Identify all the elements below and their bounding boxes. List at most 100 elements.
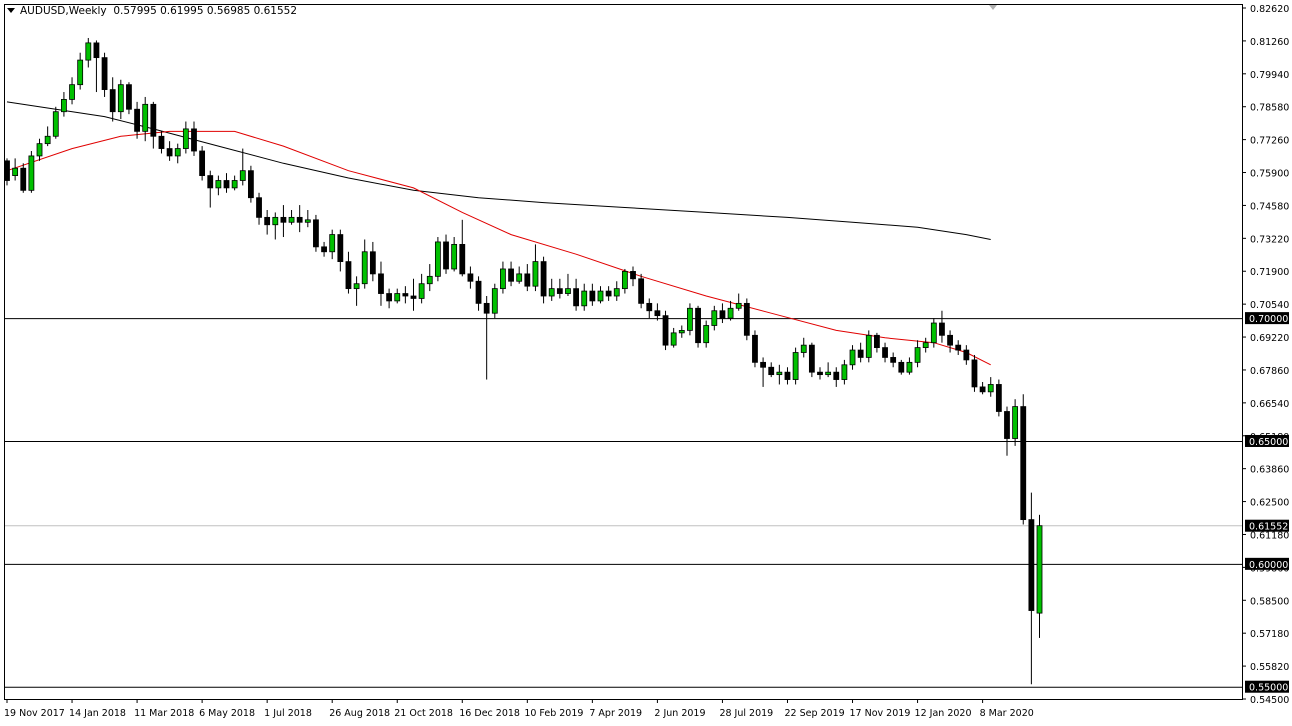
bull-candle-body bbox=[906, 361, 913, 373]
time-tick-label: 2 Jun 2019 bbox=[654, 708, 705, 719]
bull-candle-body bbox=[142, 103, 149, 132]
candle bbox=[833, 367, 840, 387]
candle bbox=[532, 244, 539, 292]
candle bbox=[467, 266, 474, 289]
scroll-marker-icon[interactable] bbox=[989, 5, 997, 10]
candle bbox=[678, 325, 685, 338]
bull-candle-body bbox=[500, 268, 506, 290]
time-tick-label: 14 Jan 2018 bbox=[69, 708, 126, 719]
bear-candle-body bbox=[1028, 519, 1035, 611]
candle bbox=[500, 261, 506, 294]
candle bbox=[865, 330, 872, 363]
bear-candle-body bbox=[638, 278, 645, 304]
price-tick-label: 0.73220 bbox=[1250, 234, 1289, 245]
time-tick-label: 7 Apr 2019 bbox=[589, 708, 642, 719]
candle bbox=[1004, 406, 1010, 456]
candle bbox=[321, 241, 327, 257]
candle bbox=[475, 276, 482, 311]
candle bbox=[695, 305, 701, 348]
level-price-label: 0.70000 bbox=[1249, 314, 1288, 325]
candle bbox=[386, 288, 393, 309]
bull-candle-body bbox=[800, 344, 807, 353]
bull-candle-body bbox=[182, 128, 189, 149]
level-price-label: 0.55000 bbox=[1249, 683, 1288, 694]
candle bbox=[882, 342, 888, 363]
bull-candle-body bbox=[914, 347, 921, 363]
candle bbox=[223, 173, 230, 193]
bear-candle-body bbox=[386, 293, 393, 302]
bear-candle-body bbox=[369, 251, 376, 275]
bear-candle-body bbox=[833, 371, 840, 380]
price-tick-label: 0.58500 bbox=[1250, 596, 1289, 607]
bear-candle-body bbox=[296, 216, 303, 223]
bear-candle-body bbox=[134, 108, 140, 132]
bull-candle-body bbox=[272, 216, 279, 226]
bull-candle-body bbox=[621, 271, 628, 290]
bull-candle-body bbox=[85, 42, 92, 61]
bear-candle-body bbox=[817, 371, 823, 376]
bull-candle-body bbox=[532, 261, 539, 287]
candle bbox=[589, 283, 596, 306]
bull-candle-body bbox=[44, 135, 51, 145]
candle bbox=[182, 121, 189, 154]
bull-candle-body bbox=[670, 332, 677, 346]
candle bbox=[874, 332, 880, 353]
candle bbox=[760, 357, 766, 387]
candle bbox=[69, 77, 75, 105]
candle bbox=[922, 337, 929, 353]
bull-candle-body bbox=[565, 288, 571, 294]
candle bbox=[304, 209, 311, 228]
candle bbox=[61, 92, 67, 117]
time-tick-label: 8 Mar 2020 bbox=[980, 708, 1034, 719]
bull-candle-body bbox=[849, 349, 856, 366]
price-tick-label: 0.78580 bbox=[1250, 103, 1289, 114]
time-tick-label: 21 Oct 2018 bbox=[394, 708, 453, 719]
bull-candle-body bbox=[117, 84, 124, 113]
level-price-label-box bbox=[1245, 680, 1289, 693]
bear-candle-body bbox=[939, 322, 945, 336]
bull-candle-body bbox=[231, 180, 238, 189]
level-price-label-box bbox=[1245, 557, 1289, 570]
time-tick-label: 19 Nov 2017 bbox=[4, 708, 65, 719]
bear-candle-body bbox=[768, 366, 775, 376]
bull-candle-body bbox=[841, 364, 848, 380]
candle bbox=[703, 320, 710, 348]
bear-candle-body bbox=[646, 302, 653, 312]
bear-candle-body bbox=[337, 234, 344, 262]
bear-candle-body bbox=[874, 334, 880, 349]
bull-candle-body bbox=[1036, 525, 1043, 614]
candle bbox=[296, 205, 303, 233]
bear-candle-body bbox=[475, 280, 482, 304]
candle bbox=[743, 298, 750, 341]
bear-candle-body bbox=[743, 302, 750, 336]
bear-candle-body bbox=[158, 135, 165, 149]
candle bbox=[361, 239, 368, 289]
candle bbox=[792, 347, 799, 385]
time-tick-label: 22 Sep 2019 bbox=[784, 708, 844, 719]
candle bbox=[825, 362, 832, 378]
bull-candle-body bbox=[174, 148, 181, 157]
bear-candle-body bbox=[1004, 411, 1010, 439]
bull-candle-body bbox=[215, 180, 222, 189]
candle bbox=[410, 278, 417, 311]
bear-candle-body bbox=[126, 84, 132, 110]
candle bbox=[272, 212, 279, 240]
price-tick-label: 0.75900 bbox=[1250, 169, 1289, 180]
candle bbox=[776, 364, 783, 385]
candle bbox=[369, 241, 376, 282]
bear-candle-body bbox=[280, 216, 287, 223]
candle bbox=[77, 52, 84, 90]
candle bbox=[1036, 514, 1043, 638]
candle bbox=[630, 266, 636, 287]
bear-candle-body bbox=[955, 344, 962, 351]
candle bbox=[556, 278, 563, 299]
candle bbox=[345, 251, 352, 294]
candle bbox=[613, 281, 620, 301]
candle bbox=[906, 357, 913, 375]
bear-candle-body bbox=[556, 288, 563, 294]
dropdown-triangle-icon[interactable] bbox=[7, 8, 15, 13]
bear-candle-body bbox=[979, 386, 986, 393]
bull-candle-body bbox=[987, 384, 994, 393]
bull-candle-body bbox=[548, 288, 555, 297]
